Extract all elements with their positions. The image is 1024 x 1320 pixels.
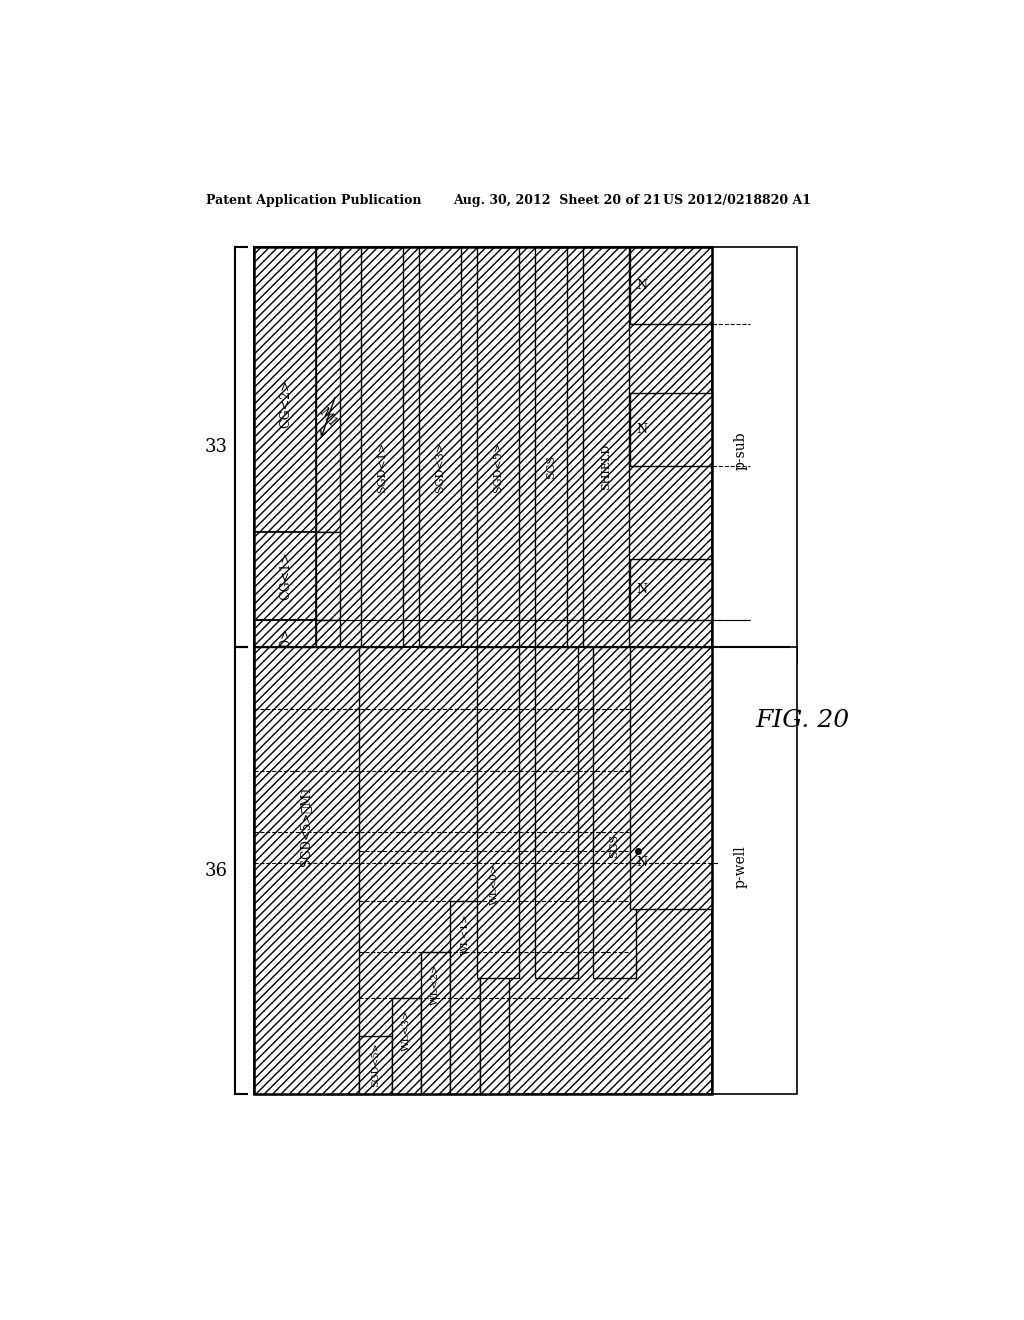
Bar	[421, 952, 451, 1094]
Bar	[254, 532, 316, 620]
Bar	[419, 247, 461, 647]
Text: N: N	[636, 583, 647, 597]
Text: N: N	[636, 857, 647, 870]
Bar	[535, 247, 567, 647]
Text: CG<0>: CG<0>	[279, 627, 292, 676]
Bar	[712, 647, 797, 1094]
Text: SGD<3>: SGD<3>	[435, 442, 445, 492]
Text: SGS: SGS	[609, 834, 620, 858]
Text: SGS: SGS	[546, 455, 556, 479]
Text: SGD<5>・M1: SGD<5>・M1	[300, 785, 312, 866]
Text: 33: 33	[204, 438, 227, 457]
Bar	[254, 647, 359, 1094]
Text: N: N	[636, 424, 647, 437]
Text: WL<3>: WL<3>	[401, 1010, 411, 1051]
Bar	[477, 647, 519, 978]
Text: M1: M1	[316, 405, 340, 430]
Bar	[254, 247, 316, 532]
Bar	[451, 902, 480, 1094]
Bar	[254, 247, 712, 1094]
Bar	[630, 247, 712, 323]
Bar	[360, 247, 403, 647]
Text: p-well: p-well	[733, 845, 748, 888]
Text: WL<1>: WL<1>	[461, 913, 470, 954]
Bar	[480, 851, 509, 1094]
Text: p-sub: p-sub	[733, 432, 748, 470]
Bar	[359, 1036, 391, 1094]
Bar	[583, 247, 630, 647]
Text: Aug. 30, 2012  Sheet 20 of 21: Aug. 30, 2012 Sheet 20 of 21	[454, 194, 662, 207]
Text: SGD<1>: SGD<1>	[377, 442, 387, 492]
Bar	[254, 620, 316, 682]
Bar	[254, 647, 712, 1094]
Bar	[630, 647, 712, 909]
Bar	[316, 620, 340, 682]
Bar	[630, 558, 712, 620]
Text: SGD<5>: SGD<5>	[371, 1043, 380, 1088]
Bar	[316, 247, 340, 532]
Bar	[535, 647, 578, 978]
Bar	[391, 998, 421, 1094]
Text: SHIELD: SHIELD	[601, 444, 611, 490]
Text: FIG. 20: FIG. 20	[755, 709, 849, 733]
Bar	[593, 647, 636, 978]
Text: Patent Application Publication: Patent Application Publication	[206, 194, 421, 207]
Bar	[316, 532, 340, 620]
Text: CG<1>: CG<1>	[279, 552, 292, 601]
Text: US 2012/0218820 A1: US 2012/0218820 A1	[663, 194, 811, 207]
Text: WL<2>: WL<2>	[431, 964, 440, 1005]
Bar	[477, 247, 519, 647]
Text: WL<0>: WL<0>	[490, 863, 499, 904]
Text: CG<2>: CG<2>	[279, 379, 292, 428]
Bar	[254, 247, 712, 647]
Text: N: N	[636, 279, 647, 292]
Bar	[630, 393, 712, 466]
Text: 36: 36	[204, 862, 227, 879]
Bar	[712, 247, 797, 663]
Text: SGD<5>: SGD<5>	[494, 442, 503, 492]
